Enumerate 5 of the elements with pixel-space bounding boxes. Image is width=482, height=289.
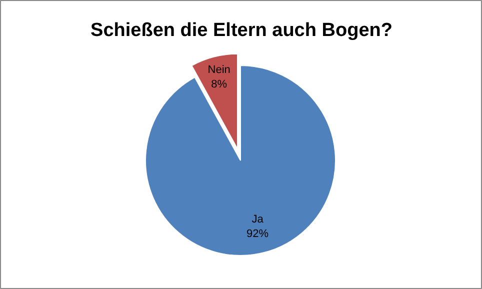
slice-label: Ja bbox=[252, 214, 264, 226]
data-label: 8% bbox=[211, 78, 228, 90]
chart-title: Schießen die Eltern auch Bogen? bbox=[90, 20, 392, 41]
data-label: 92% bbox=[246, 228, 269, 240]
slice-label: Nein bbox=[208, 64, 230, 76]
